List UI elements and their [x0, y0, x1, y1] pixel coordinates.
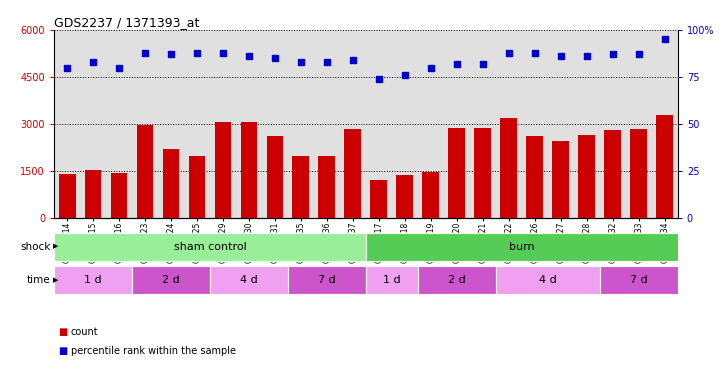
- Bar: [552, 141, 570, 218]
- Bar: [474, 128, 491, 218]
- Bar: [54, 266, 132, 294]
- Bar: [162, 149, 180, 217]
- Bar: [397, 176, 413, 217]
- Text: ■: ■: [58, 327, 67, 337]
- Text: ■: ■: [58, 346, 67, 355]
- Text: 4 d: 4 d: [539, 275, 557, 285]
- Bar: [267, 136, 283, 218]
- Bar: [371, 180, 387, 218]
- Bar: [288, 266, 366, 294]
- Bar: [132, 266, 210, 294]
- Bar: [110, 173, 128, 217]
- Bar: [366, 232, 678, 261]
- Text: 2 d: 2 d: [162, 275, 180, 285]
- Bar: [496, 266, 600, 294]
- Bar: [345, 129, 361, 218]
- Text: sham control: sham control: [174, 242, 247, 252]
- Bar: [423, 172, 439, 217]
- Text: 1 d: 1 d: [383, 275, 401, 285]
- Text: 2 d: 2 d: [448, 275, 466, 285]
- Bar: [526, 136, 543, 218]
- Text: 4 d: 4 d: [240, 275, 258, 285]
- Bar: [136, 125, 154, 217]
- Text: shock: shock: [20, 242, 50, 252]
- Text: GDS2237 / 1371393_at: GDS2237 / 1371393_at: [54, 16, 200, 29]
- Bar: [84, 170, 102, 217]
- Text: ▶: ▶: [53, 278, 58, 284]
- Text: time: time: [27, 275, 50, 285]
- Bar: [54, 232, 366, 261]
- Text: burn: burn: [509, 242, 535, 252]
- Bar: [319, 156, 335, 218]
- Bar: [210, 266, 288, 294]
- Bar: [604, 130, 622, 218]
- Bar: [600, 266, 678, 294]
- Text: 7 d: 7 d: [630, 275, 647, 285]
- Bar: [500, 117, 517, 218]
- Text: count: count: [71, 327, 98, 337]
- Bar: [189, 156, 205, 218]
- Bar: [58, 174, 76, 217]
- Bar: [366, 266, 418, 294]
- Bar: [418, 266, 496, 294]
- Text: 1 d: 1 d: [84, 275, 102, 285]
- Bar: [578, 135, 596, 218]
- Bar: [241, 122, 257, 218]
- Bar: [293, 156, 309, 218]
- Text: percentile rank within the sample: percentile rank within the sample: [71, 346, 236, 355]
- Bar: [630, 129, 647, 217]
- Bar: [215, 122, 231, 218]
- Text: ▶: ▶: [53, 244, 58, 250]
- Bar: [656, 115, 673, 218]
- Text: 7 d: 7 d: [318, 275, 336, 285]
- Bar: [448, 128, 465, 218]
